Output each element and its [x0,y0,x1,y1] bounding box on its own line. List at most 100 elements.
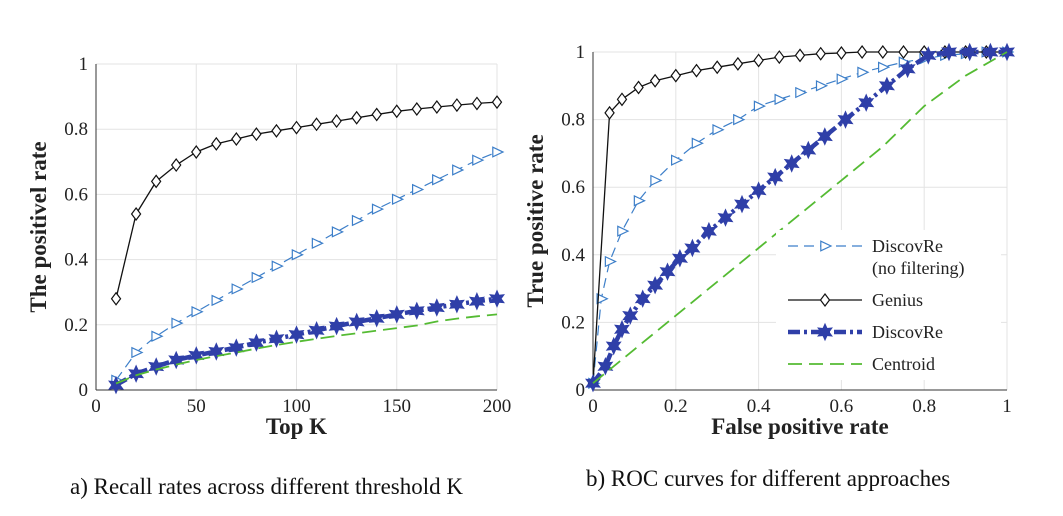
chart-a-point-discovre [168,350,185,370]
chart-a-point-genius [311,117,322,132]
chart-a-point-discovre_nofilter [311,237,324,250]
legend-marker-discovre_nofilter [820,240,833,252]
caption-a: a) Recall rates across different thresho… [70,474,463,499]
chart-b-x-tick-label: 0.8 [912,396,936,417]
chart-a-point-discovre_nofilter [271,260,284,272]
chart-a-point-genius [271,123,282,138]
chart-a-point-genius [491,95,503,110]
chart-b-point-discovre [750,181,767,200]
chart-b-y-tick-label: 0.2 [561,312,585,333]
chart-b-point-discovre_nofilter [815,80,829,92]
chart-b-point-discovre [941,42,958,62]
chart-b-point-discovre_nofilter [712,123,725,136]
chart-a-series-line-discovre [114,296,498,388]
chart-a-x-tick-label: 150 [383,396,412,417]
chart-b-point-genius [633,80,644,95]
chart-b-point-genius [604,105,615,120]
chart-b-point-genius [898,45,909,59]
chart-b-point-discovre [647,275,664,295]
chart-b-point-genius [616,92,628,107]
chart-b-point-genius [794,48,806,63]
chart-b-y-tick-label: 0 [576,380,586,401]
chart-a-group: 0 50 100 150 200 0 0.2 0.4 0.6 0.8 1 Top K The posit… [26,54,511,439]
chart-a-point-discovre_nofilter [492,146,505,158]
chart-a-point-discovre [148,357,165,376]
chart-a-y-tick-label: 1 [79,54,89,75]
chart-a-point-discovre_nofilter [291,248,304,261]
chart-a-point-discovre [388,305,405,324]
chart-b-point-genius [691,63,702,78]
chart-b-point-discovre_nofilter [596,292,609,305]
chart-a-point-genius [371,107,382,122]
chart-b-point-genius [815,46,826,61]
chart-b-x-tick-label: 0.2 [664,396,688,417]
chart-b-point-discovre_nofilter [857,66,870,79]
chart-b-y-tick-label: 0.6 [561,177,585,198]
chart-b-point-discovre_nofilter [633,194,646,207]
chart-b-point-discovre_nofilter [753,100,767,112]
chart-a-point-discovre [288,325,305,344]
chart-b-point-genius [753,53,764,68]
chart-a-point-genius [291,120,302,135]
chart-a-point-discovre_nofilter [472,154,485,166]
chart-a-point-discovre_nofilter [391,193,405,206]
chart-a-point-genius [231,131,242,146]
chart-a-point-genius [431,100,443,115]
chart-b-y-tick-label: 0.4 [561,245,585,266]
chart-a-y-tick-label: 0.6 [64,184,88,205]
legend-marker-discovre [817,322,833,342]
chart-a-point-genius [150,174,162,189]
chart-a-point-discovre_nofilter [191,306,204,318]
chart-a-point-discovre [128,364,145,383]
chart-b-point-genius [836,46,847,61]
chart-a-point-discovre_nofilter [131,346,144,359]
chart-b-point-genius [670,68,682,83]
chart-b-point-discovre [878,76,895,96]
chart-a-x-tick-label: 100 [282,396,311,417]
chart-a-point-discovre [448,295,465,314]
chart-a-point-genius [471,96,483,111]
chart-a-point-genius [170,158,182,173]
chart-b-x-tick-label: 0 [588,396,598,417]
legend-label-discovre_nofilter: (no filtering) [872,258,964,279]
chart-b-point-discovre [982,42,999,62]
caption-b: b) ROC curves for different approaches [586,466,951,491]
chart-a-point-discovre [228,338,245,357]
chart-a-point-genius [411,101,423,116]
chart-b-point-discovre [899,59,916,79]
chart-b-point-discovre [684,238,701,258]
chart-b-y-tick-label: 1 [576,42,586,63]
chart-b-point-discovre_nofilter [774,93,787,106]
chart-b-series-line-centroid [592,51,1008,384]
chart-b-point-discovre [816,127,833,146]
chart-b-point-discovre [659,262,676,281]
chart-a-y-tick-label: 0 [79,380,89,401]
chart-b-point-discovre_nofilter [733,113,746,126]
legend-label-discovre_nofilter: DiscovRe [872,236,943,256]
chart-b-x-tick-label: 0.4 [747,396,771,417]
chart-a-point-discovre [408,301,425,321]
chart-a-point-discovre [348,312,365,332]
chart-a-point-genius [110,291,122,306]
chart-a-point-discovre_nofilter [371,203,385,215]
chart-b-y-tick-label: 0.8 [561,110,585,131]
legend-marker-genius [819,293,831,307]
chart-b-point-genius [649,73,661,88]
legend-label-discovre: DiscovRe [872,322,943,342]
chart-b-point-discovre [634,289,651,308]
chart-b-point-discovre [920,46,937,65]
chart-b-point-discovre [800,140,817,160]
chart-a-y-tick-label: 0.8 [64,119,88,140]
chart-b-point-genius [732,56,744,71]
chart-b-point-discovre [597,357,614,376]
chart-b-x-axis-title: False positive rate [711,414,889,439]
chart-a-point-genius [451,98,463,113]
chart-a-point-discovre_nofilter [412,183,425,196]
chart-b-legend: DiscovRe(no filtering)GeniusDiscovReCent… [776,230,1001,380]
chart-b-group: 0 0.2 0.4 0.6 0.8 1 0 0.2 0.4 0.6 0.8 1 False positi… [523,42,1015,439]
chart-b-point-genius [856,45,868,59]
chart-b-point-discovre [837,110,854,129]
chart-a-point-discovre_nofilter [452,164,465,176]
